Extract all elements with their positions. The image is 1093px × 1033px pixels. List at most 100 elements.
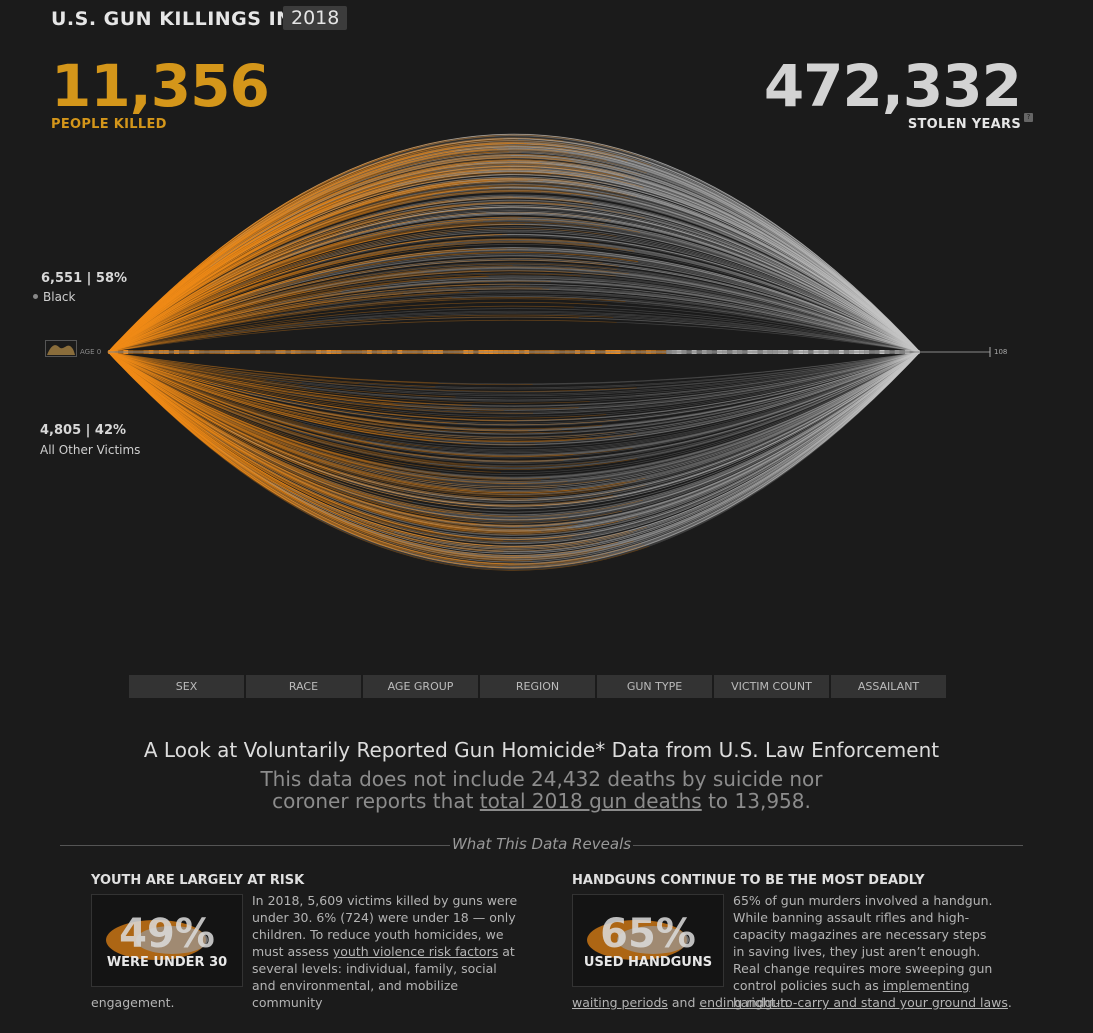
arc-lived-other	[107, 351, 487, 521]
arc-stolen-other	[228, 351, 921, 557]
arc-lived-other	[107, 351, 297, 507]
tab-gun-type[interactable]: GUN TYPE	[597, 675, 712, 698]
arc-lived-other	[107, 351, 558, 489]
arc-stolen-black	[651, 165, 921, 353]
arc-lived-black	[107, 182, 330, 353]
arc-lived-other	[107, 351, 529, 532]
year-selector[interactable]: 2018	[283, 6, 348, 30]
arc-stolen-black	[613, 316, 921, 353]
arc-stolen-other	[433, 351, 921, 445]
tab-race[interactable]: RACE	[246, 675, 361, 698]
arc-stolen-other	[645, 351, 921, 479]
arc-lived-black	[107, 222, 511, 353]
arc-lived-black	[107, 170, 450, 353]
arc-stolen-black	[278, 149, 921, 353]
arc-stolen-black	[386, 242, 921, 353]
arc-lived-black	[107, 290, 313, 353]
arc-lived-black	[107, 233, 388, 353]
tab-victim-count[interactable]: VICTIM COUNT	[714, 675, 829, 698]
arc-lived-other	[107, 351, 289, 488]
help-icon[interactable]: ?	[1024, 113, 1033, 122]
arc-stolen-black	[258, 247, 921, 353]
arc-stolen-other	[367, 351, 921, 500]
arc-lived-black	[107, 171, 490, 353]
arc-lived-other	[107, 351, 298, 451]
arc-lived-other	[107, 351, 456, 521]
total-gun-deaths-link[interactable]: total 2018 gun deaths	[479, 789, 702, 813]
arc-stolen-black	[540, 168, 921, 353]
arc-stolen-black	[497, 218, 921, 353]
arc-lived-black	[107, 235, 263, 353]
youth-risk-factors-link[interactable]: youth violence risk factors	[332, 944, 499, 959]
arc-lived-other	[107, 351, 396, 428]
arc-stolen-other	[434, 351, 921, 540]
arc-stolen-black	[250, 174, 921, 353]
legend-dot-icon	[33, 294, 38, 299]
arc-lived-black	[107, 227, 474, 353]
arc-lines	[107, 133, 921, 571]
arc-lived-other	[107, 351, 638, 470]
arc-stolen-other	[625, 351, 921, 483]
age-distribution-mini-icon[interactable]	[45, 340, 77, 357]
arc-stolen-other	[358, 351, 921, 390]
arc-stolen-other	[559, 351, 921, 545]
arc-stolen-black	[396, 176, 921, 353]
arc-lived-black	[107, 198, 311, 353]
arc-stolen-black	[614, 165, 921, 353]
arc-lived-other	[107, 351, 265, 480]
arc-stolen-black	[593, 148, 921, 353]
arc-lived-other	[107, 351, 223, 427]
arc-lived-other	[107, 351, 614, 505]
youth-thumbnail[interactable]: 49% WERE UNDER 30	[91, 894, 243, 987]
arc-lived-other	[107, 351, 646, 494]
arc-lived-black	[107, 164, 624, 353]
arc-lived-other	[107, 351, 577, 540]
arc-lived-other	[107, 351, 580, 462]
group-other-name[interactable]: All Other Victims	[40, 443, 141, 457]
arc-stolen-black	[222, 253, 921, 353]
arc-stolen-black	[542, 163, 921, 353]
ending-right-to-carry-link[interactable]: ending right-to-carry and stand your gro…	[699, 995, 1008, 1010]
arc-stolen-black	[394, 218, 921, 353]
arc-lived-black	[107, 166, 607, 353]
arc-lived-black	[107, 160, 636, 353]
arc-stolen-black	[600, 174, 921, 353]
arc-stolen-other	[369, 351, 921, 479]
arc-stolen-black	[399, 171, 921, 353]
handguns-thumbnail[interactable]: 65% USED HANDGUNS	[572, 894, 724, 987]
tab-assailant[interactable]: ASSAILANT	[831, 675, 946, 698]
arc-lived-black	[107, 239, 307, 353]
arc-stolen-black	[393, 180, 921, 353]
arc-lived-black	[107, 283, 530, 353]
implementing-handgun-link[interactable]: implementing handgun	[733, 978, 970, 1010]
group-black-name[interactable]: Black	[43, 290, 76, 304]
arc-lived-other	[107, 351, 236, 447]
arc-stolen-black	[455, 161, 921, 353]
arc-lived-black	[107, 149, 607, 353]
arc-stolen-other	[412, 351, 921, 513]
arc-lived-black	[107, 258, 603, 353]
arc-stolen-other	[476, 351, 921, 526]
arc-stolen-other	[206, 351, 921, 520]
arc-lived-other	[107, 351, 349, 482]
arc-stolen-black	[216, 162, 921, 353]
arc-stolen-black	[451, 204, 921, 353]
arc-stolen-black	[313, 249, 921, 353]
arc-stolen-other	[495, 351, 921, 481]
arc-lived-other	[107, 351, 405, 407]
arc-stolen-black	[562, 145, 921, 353]
waiting-periods-link[interactable]: waiting periods	[572, 995, 668, 1010]
arc-stolen-other	[492, 351, 921, 547]
arc-lived-black	[107, 189, 599, 353]
tab-region[interactable]: REGION	[480, 675, 595, 698]
arc-stolen-black	[327, 286, 921, 353]
arc-lived-black	[107, 300, 334, 353]
arc-lived-other	[107, 351, 600, 552]
arc-lived-black	[107, 293, 219, 353]
arc-lived-other	[107, 351, 446, 513]
tab-age-group[interactable]: AGE GROUP	[363, 675, 478, 698]
tab-sex[interactable]: SEX	[129, 675, 244, 698]
arc-stolen-other	[206, 351, 921, 517]
arc-stolen-black	[264, 316, 921, 353]
arc-stolen-black	[389, 276, 921, 353]
